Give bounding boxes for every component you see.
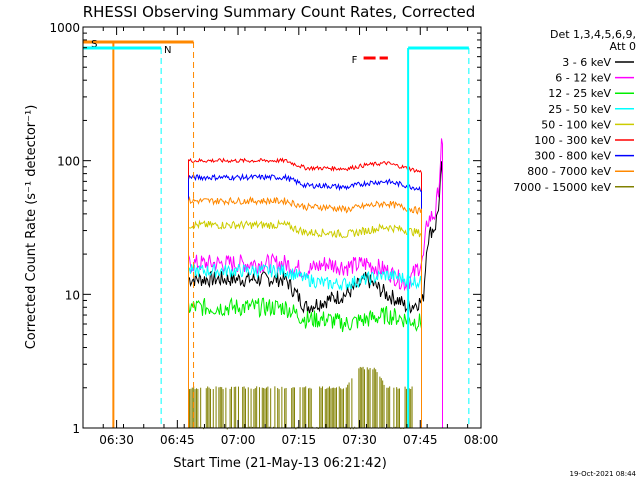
series-line-300-800-kev (188, 172, 422, 428)
legend-entry-label: 7000 - 15000 keV (513, 181, 611, 194)
y-tick-label: 100 (57, 155, 80, 169)
legend-entry-label: 12 - 25 keV (548, 87, 611, 100)
legend-entry-label: 25 - 50 keV (548, 103, 611, 116)
series-line-800-7000-kev (188, 195, 422, 428)
y-axis-label: Corrected Count Rate (s⁻¹ detector⁻¹) (24, 105, 39, 350)
y-tick-label: 1000 (49, 21, 80, 35)
legend-entry-label: 3 - 6 keV (562, 56, 611, 69)
legend-entry-label: 100 - 300 keV (534, 134, 611, 147)
series-line-25-50-kev (188, 263, 422, 428)
x-tick-label: 07:30 (342, 433, 377, 447)
y-tick-label: 10 (65, 288, 80, 302)
x-axis-label: Start Time (21-May-13 06:21:42) (173, 456, 387, 471)
x-tick-label: 07:15 (282, 433, 317, 447)
flare-label: F (352, 55, 358, 66)
x-tick-label: 06:45 (160, 433, 195, 447)
chart-title: RHESSI Observing Summary Count Rates, Co… (83, 3, 476, 21)
series-line-50-100-kev (188, 219, 422, 428)
plot-frame (82, 26, 482, 429)
timestamp-label: 19-Oct-2021 08:44 (570, 470, 637, 478)
y-tick-label: 1 (72, 422, 80, 436)
series-line-3-6-kev (188, 161, 443, 428)
legend: Det 1,3,4,5,6,9,Att 0 3 - 6 keV 6 - 12 keV… (513, 28, 636, 194)
series-line-100-300-kev (188, 157, 422, 428)
x-tick-label: 07:45 (403, 433, 438, 447)
legend-header: Att 0 (610, 40, 636, 53)
legend-header: Det 1,3,4,5,6,9, (550, 28, 636, 41)
legend-entry-label: 300 - 800 keV (534, 150, 611, 163)
legend-entry-label: 800 - 7000 keV (527, 165, 611, 178)
night-label: N (164, 45, 171, 56)
saa-label: S (91, 39, 97, 50)
x-tick-label: 06:30 (99, 433, 134, 447)
series-line-6-12-kev (188, 138, 443, 428)
legend-entry-label: 50 - 100 keV (541, 118, 611, 131)
x-tick-label: 07:00 (221, 433, 256, 447)
x-tick-label: 08:00 (464, 433, 499, 447)
series-line-12-25-kev (188, 296, 422, 428)
legend-entry-label: 6 - 12 keV (555, 72, 611, 85)
